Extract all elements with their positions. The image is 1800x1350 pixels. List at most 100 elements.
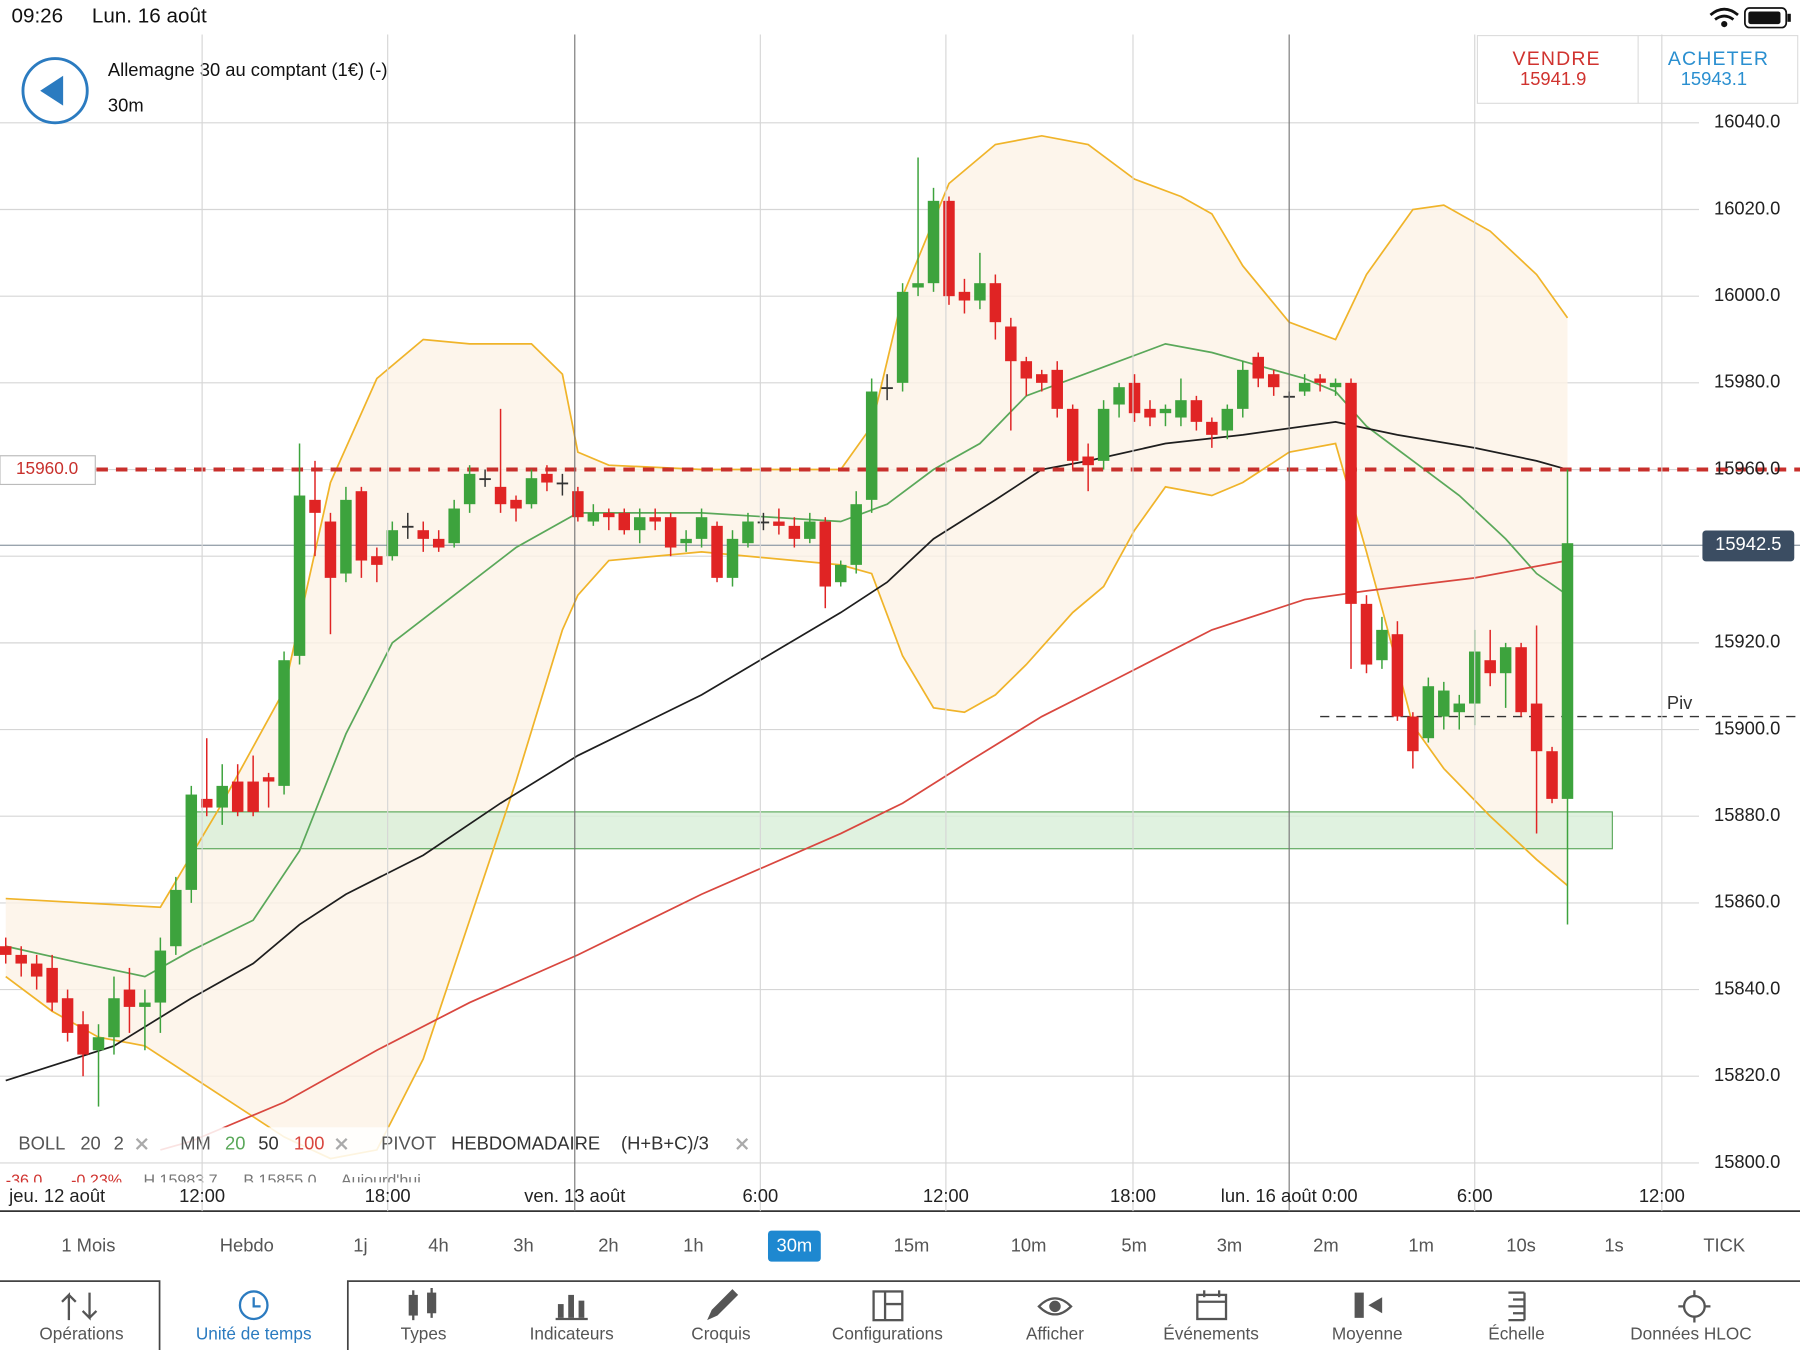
y-tick-label: 15800.0 <box>1714 1151 1780 1172</box>
battery-icon <box>1744 7 1791 29</box>
candle-body <box>1237 369 1249 409</box>
y-tick-label: 15840.0 <box>1714 977 1780 998</box>
timeframe-option[interactable]: 2m <box>1313 1235 1339 1256</box>
y-tick-label: 16020.0 <box>1714 197 1780 218</box>
buy-button[interactable]: ACHETER 15943.1 <box>1668 48 1769 89</box>
candle-body <box>1206 421 1218 435</box>
timeframe-option[interactable]: 4h <box>428 1235 448 1256</box>
buy-label[interactable]: ACHETER <box>1668 48 1769 70</box>
candle-body <box>1051 369 1063 409</box>
toolbar-button[interactable]: Afficher <box>1026 1324 1084 1344</box>
legend-mm: MM <box>180 1132 211 1153</box>
quote-change: -36.0 <box>6 1172 43 1190</box>
candle-body <box>123 989 136 1007</box>
candle-body <box>541 473 553 483</box>
candle-body <box>1113 387 1125 405</box>
candle-body <box>92 1037 105 1051</box>
timeframe-option[interactable]: 2h <box>598 1235 618 1256</box>
sell-label[interactable]: VENDRE <box>1513 48 1601 70</box>
timeframe-option[interactable]: 5m <box>1121 1235 1147 1256</box>
y-tick-label: 15880.0 <box>1714 804 1780 825</box>
timeframe-option[interactable]: 10s <box>1506 1235 1536 1256</box>
remove-indicator[interactable] <box>135 1137 148 1150</box>
candle-body <box>587 512 600 522</box>
legend-pivot: PIVOT <box>381 1132 436 1153</box>
wifi-icon <box>1709 7 1739 28</box>
legend-boll: BOLL <box>18 1132 65 1153</box>
candle-body <box>309 499 321 513</box>
timeframe-option[interactable]: 3h <box>513 1235 533 1256</box>
candle-body <box>1082 456 1094 466</box>
toolbar-button[interactable]: Types <box>401 1324 447 1344</box>
candle-body <box>1267 374 1280 388</box>
trade-box <box>1476 35 1799 104</box>
y-tick-label: 15980.0 <box>1714 371 1780 392</box>
support-zone <box>189 811 1613 850</box>
candle-body <box>633 517 646 531</box>
timeframe-option[interactable]: 1j <box>353 1235 367 1256</box>
x-tick-label: 6:00 <box>1457 1185 1493 1206</box>
candle-body <box>1345 382 1357 604</box>
candle-body <box>448 508 460 544</box>
candle-body <box>865 391 878 500</box>
candle-body <box>402 525 414 528</box>
toolbar-button[interactable]: Moyenne <box>1332 1324 1403 1344</box>
status-date: Lun. 16 août <box>92 5 207 28</box>
candle-body <box>1298 382 1311 392</box>
timeframe-option[interactable]: 1m <box>1408 1235 1434 1256</box>
candle-body <box>726 538 739 578</box>
candle-body <box>340 499 352 574</box>
candle-body <box>417 530 429 539</box>
buy-price[interactable]: 15943.1 <box>1681 68 1747 89</box>
timeframe-option[interactable]: 1h <box>683 1235 703 1256</box>
remove-indicator[interactable] <box>335 1137 348 1150</box>
sell-price[interactable]: 15941.9 <box>1520 68 1586 89</box>
timeframe-option[interactable]: 1s <box>1604 1235 1623 1256</box>
x-start-label: jeu. 12 août <box>8 1185 105 1206</box>
candle-body <box>927 200 940 284</box>
last-price-box <box>1702 530 1795 562</box>
timeframe-option[interactable]: TICK <box>1703 1235 1746 1256</box>
instrument-title: Allemagne 30 au comptant (1€) (-) <box>108 59 388 80</box>
timeframe-option[interactable]: 30m <box>777 1235 813 1256</box>
toolbar-button[interactable]: Configurations <box>832 1324 943 1344</box>
candle-body <box>1036 374 1048 383</box>
toolbar-button[interactable]: Opérations <box>39 1324 123 1344</box>
toolbar-frame <box>0 1280 1800 1350</box>
candle-body <box>108 998 120 1038</box>
timeframe-option[interactable]: 1 Mois <box>61 1235 115 1256</box>
candle-body <box>154 950 167 1003</box>
back-button[interactable] <box>21 57 89 125</box>
candle-body <box>1453 703 1466 713</box>
remove-indicator[interactable] <box>736 1137 749 1150</box>
toolbar-button[interactable]: Indicateurs <box>530 1324 614 1344</box>
quote-low: B 15855.0 <box>243 1172 316 1190</box>
toolbar-button[interactable]: Données HLOC <box>1630 1324 1751 1344</box>
candle-body <box>572 491 584 518</box>
candle-body <box>371 556 383 565</box>
toolbar-button[interactable]: Unité de temps <box>196 1324 312 1344</box>
legend-param: 2 <box>114 1132 124 1153</box>
timeframe-option[interactable]: 15m <box>894 1235 930 1256</box>
timeframe-option[interactable]: Hebdo <box>220 1235 274 1256</box>
toolbar-button[interactable]: Croquis <box>691 1324 750 1344</box>
candle-body <box>201 798 213 808</box>
toolbar-button[interactable]: Événements <box>1163 1324 1259 1344</box>
candle-body <box>835 564 847 583</box>
candle-body <box>1515 647 1527 713</box>
candle-body <box>1128 382 1141 414</box>
candle-body <box>1097 408 1110 461</box>
candle-body <box>0 946 12 955</box>
candle-body <box>850 504 862 565</box>
legend-param: 50 <box>258 1132 278 1153</box>
candle-body <box>170 889 182 947</box>
candle-body <box>1484 660 1496 674</box>
candle-body <box>680 538 692 544</box>
timeframe-option[interactable]: 10m <box>1011 1235 1047 1256</box>
sell-button[interactable]: VENDRE 15941.9 <box>1513 48 1601 89</box>
candle-body <box>649 517 661 522</box>
toolbar-button[interactable]: Échelle <box>1488 1324 1544 1344</box>
indicator-line <box>160 559 1568 1151</box>
timeframe-option[interactable]: 3m <box>1217 1235 1243 1256</box>
